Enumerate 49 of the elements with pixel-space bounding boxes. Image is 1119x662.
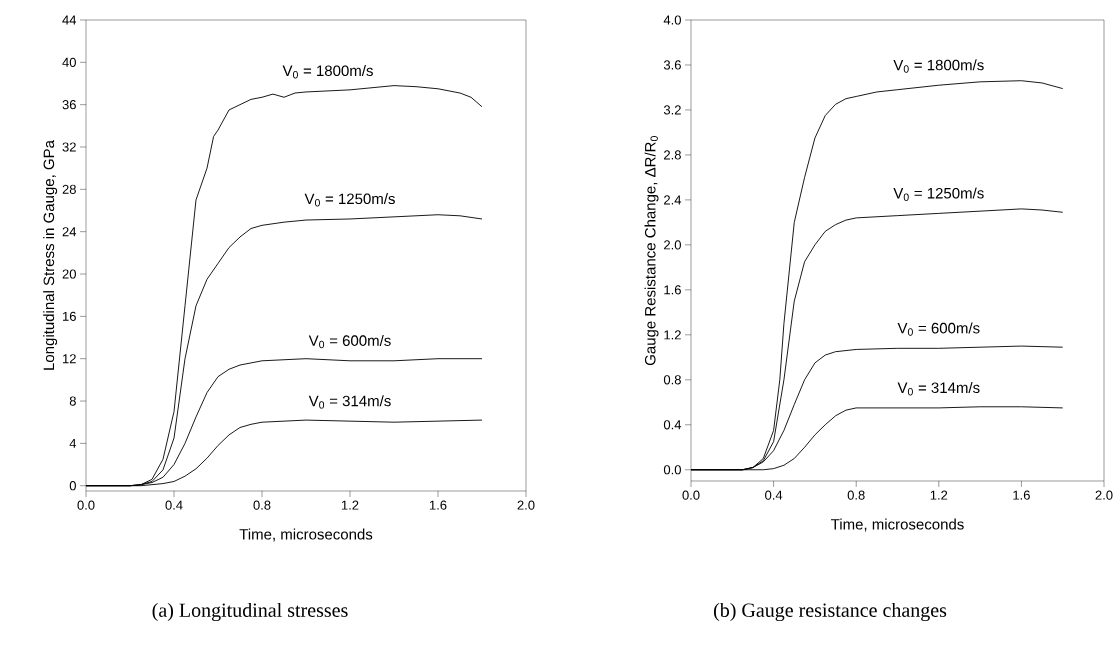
- x-axis-title: Time, microseconds: [239, 528, 373, 542]
- series-label: V$_{0}$ = 600m/s: [308, 334, 391, 349]
- x-tick-label: 2.0: [517, 500, 535, 510]
- y-tick-label: 0.0: [663, 465, 681, 475]
- y-tick-label: 1.6: [664, 285, 681, 295]
- x-tick-label: 0.8: [847, 490, 865, 500]
- series-label: V$_{0}$ = 1250m/s: [893, 187, 984, 201]
- y-tick-label: 1.2: [664, 330, 681, 340]
- x-tick-label: 2.0: [1095, 490, 1113, 500]
- x-tick-label: 0.8: [253, 500, 271, 510]
- y-tick-label: 4: [69, 438, 77, 448]
- x-axis-title: Time, microseconds: [831, 518, 964, 532]
- y-tick-label: 8: [69, 396, 76, 406]
- text: (a) Longitudinal stresses: [152, 602, 348, 622]
- y-tick-label: 3.2: [663, 105, 681, 115]
- x-tick-label: 1.2: [930, 490, 948, 500]
- x-tick-label: 1.6: [429, 500, 447, 510]
- x-tick-label: 0.4: [165, 500, 183, 510]
- y-tick-label: 44: [62, 15, 77, 25]
- y-tick-label: 24: [62, 227, 77, 237]
- y-tick-label: 36: [62, 100, 76, 110]
- y-tick-label: 2.8: [664, 150, 681, 160]
- text: (b) Gauge resistance changes: [714, 602, 947, 622]
- series-label: V$_{0}$ = 1250m/s: [304, 193, 395, 207]
- series-label: V$_{0}$ = 1800m/s: [893, 59, 984, 73]
- x-tick-label: 0.4: [765, 490, 783, 500]
- x-tick-label: 1.6: [1013, 490, 1030, 500]
- series-label: V$_{0}$ = 1800m/s: [282, 65, 373, 79]
- y-tick-label: 4.0: [663, 15, 681, 25]
- y-tick-label: 0.4: [663, 420, 682, 430]
- y-tick-label: 2.4: [664, 195, 682, 205]
- y-tick-label: 40: [62, 57, 76, 67]
- y-axis-title: Longitudinal Stress in Gauge, GPa: [43, 140, 58, 370]
- y-tick-label: 16: [63, 311, 76, 321]
- y-tick-label: 3.6: [663, 60, 681, 70]
- series-label: V$_{0}$ = 600m/s: [897, 322, 980, 336]
- series-label: V$_{0}$ = 314m/s: [308, 395, 391, 409]
- y-tick-label: 32: [62, 142, 76, 152]
- y-tick-label: 20: [62, 269, 76, 279]
- x-tick-label: 1.2: [341, 500, 359, 510]
- y-tick-label: 12: [63, 354, 76, 364]
- series-label: V$_{0}$ = 314m/s: [897, 382, 980, 396]
- y-axis-title: Gauge Resistance Change, ΔR/R$_{0}$: [644, 136, 659, 366]
- y-tick-label: 28: [62, 184, 76, 194]
- y-tick-label: 2.0: [664, 240, 681, 250]
- x-tick-label: 0.0: [682, 490, 700, 500]
- y-tick-label: 0.8: [663, 375, 681, 385]
- y-tick-label: 0: [69, 481, 76, 491]
- x-tick-label: 0.0: [77, 500, 95, 510]
